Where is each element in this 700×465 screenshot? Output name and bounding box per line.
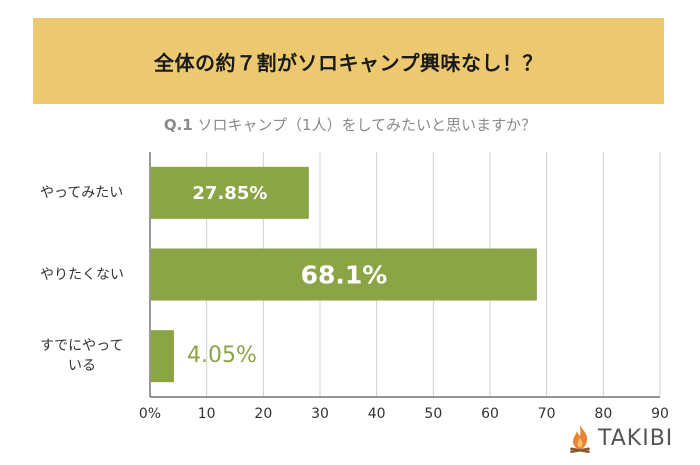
category-label: すでにやって いる (40, 336, 160, 376)
category-label: やりたくない (40, 265, 160, 285)
x-tick-label: 0% (139, 406, 161, 422)
banner-title: 全体の約７割がソロキャンプ興味なし！？ (154, 50, 543, 75)
category-label-line: すでにやって (40, 338, 124, 355)
category-label-line: やりたくない (40, 266, 124, 283)
title-banner: 全体の約７割がソロキャンプ興味なし！？ (33, 18, 664, 104)
data-label: 4.05% (187, 343, 257, 368)
campfire-icon (570, 425, 590, 453)
x-tick-label: 50 (424, 406, 442, 422)
bar (151, 248, 537, 301)
x-tick-label: 20 (254, 406, 272, 422)
data-label: 68.1% (301, 261, 388, 290)
x-tick-label: 30 (311, 406, 329, 422)
category-label-line: やってみたい (40, 184, 124, 201)
question-number: Q.1 (163, 116, 193, 134)
x-tick-label: 40 (368, 406, 386, 422)
x-tick-label: 80 (594, 406, 612, 422)
logo-text: TAKIBI (598, 425, 674, 451)
x-tick-label: 10 (198, 406, 216, 422)
category-label-line: いる (68, 358, 96, 375)
bar (151, 330, 174, 383)
x-tick-label: 60 (481, 406, 499, 422)
bar (151, 166, 309, 219)
category-label: やってみたい (40, 183, 160, 203)
takibi-logo: TAKIBI (566, 422, 673, 454)
question-text: ソロキャンプ（1人）をしてみたいと思いますか？ (197, 116, 537, 134)
data-label: 27.85% (192, 183, 267, 204)
question-subtitle: Q.1 ソロキャンプ（1人）をしてみたいと思いますか？ (0, 114, 700, 135)
x-tick-label: 70 (538, 406, 556, 422)
x-tick-label: 90 (651, 406, 669, 422)
